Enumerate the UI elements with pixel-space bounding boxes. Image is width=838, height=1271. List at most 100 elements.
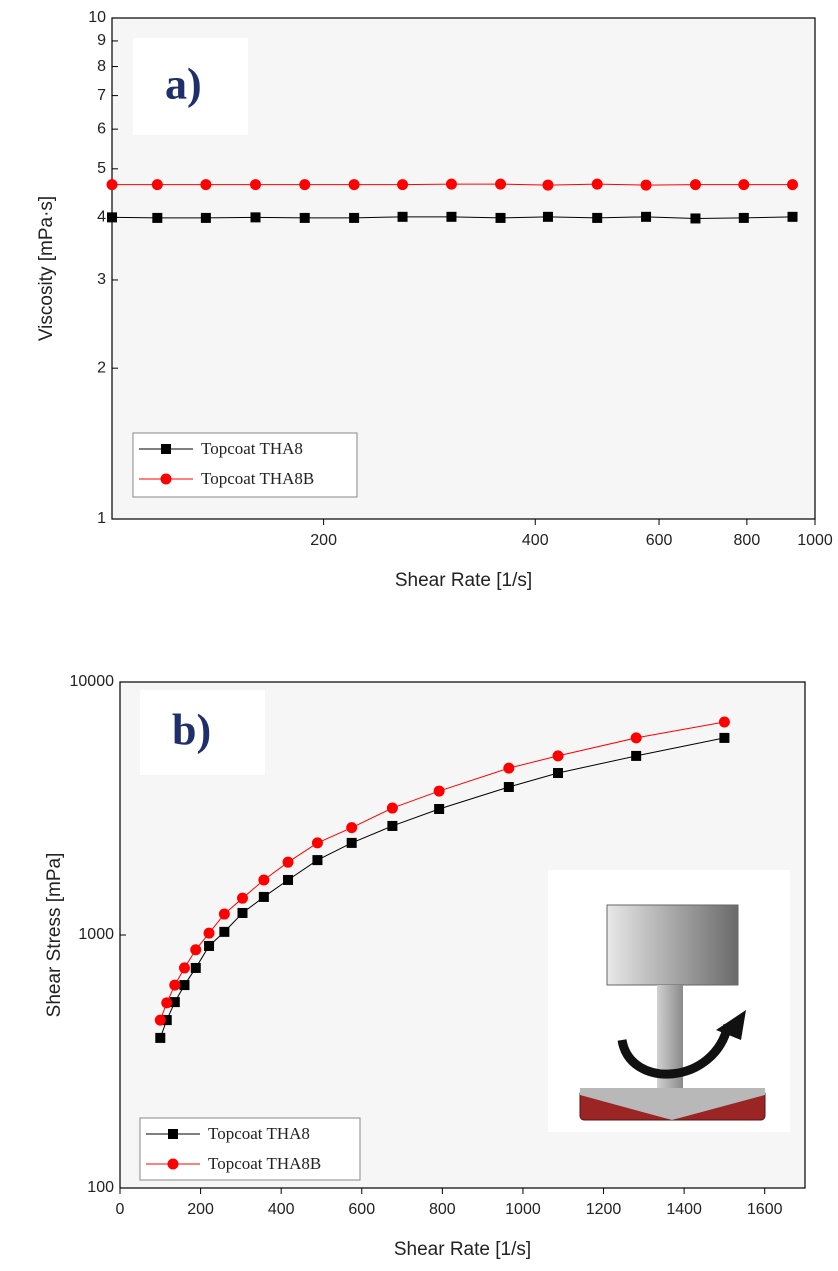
data-point	[503, 781, 514, 792]
data-point	[203, 927, 215, 939]
legend-marker	[167, 1158, 179, 1170]
y-axis-title: Viscosity [mPa·s]	[36, 196, 57, 341]
data-point	[236, 892, 248, 904]
data-point	[106, 179, 118, 191]
data-point	[299, 179, 311, 191]
x-tick-label: 600	[646, 532, 673, 549]
plot-content	[106, 178, 799, 224]
data-point	[346, 822, 358, 834]
data-point	[591, 178, 603, 190]
y-tick-label: 4	[97, 209, 106, 226]
data-point	[312, 855, 323, 866]
y-tick-label: 3	[97, 271, 106, 288]
data-point	[787, 179, 799, 191]
data-point	[154, 1014, 166, 1026]
x-tick-label: 1400	[666, 1201, 702, 1218]
x-tick-label: 1000	[797, 532, 833, 549]
legend-marker	[161, 444, 171, 454]
data-point	[204, 940, 215, 951]
data-point	[161, 997, 173, 1009]
legend-box	[132, 432, 358, 498]
data-point	[738, 212, 749, 223]
x-axis-title: Shear Rate [1/s]	[395, 570, 532, 591]
legend-box	[139, 1117, 361, 1181]
y-tick-label: 8	[97, 58, 106, 75]
x-tick-label: 400	[522, 532, 549, 549]
x-tick-label: 600	[348, 1201, 375, 1218]
data-point	[237, 907, 248, 918]
data-point	[641, 211, 652, 222]
x-tick-label: 1200	[586, 1201, 622, 1218]
data-point	[179, 980, 190, 991]
data-point	[151, 179, 163, 191]
data-point	[397, 211, 408, 222]
data-point	[200, 212, 211, 223]
panel-label-box	[133, 38, 248, 135]
x-tick-label: 800	[734, 532, 761, 549]
legend-label: Topcoat THA8B	[201, 469, 314, 488]
data-point	[503, 762, 515, 774]
data-point	[283, 874, 294, 885]
data-point	[282, 856, 294, 868]
legend-marker	[160, 473, 172, 485]
data-point	[434, 803, 445, 814]
data-point	[542, 179, 554, 191]
data-point	[718, 716, 730, 728]
panel-label: a)	[165, 60, 202, 109]
panel-label-box	[140, 690, 265, 775]
y-tick-label: 6	[97, 120, 106, 137]
data-point	[495, 212, 506, 223]
data-point	[387, 820, 398, 831]
data-point	[592, 212, 603, 223]
legend-label: Topcoat THA8	[208, 1124, 310, 1143]
data-point	[169, 979, 181, 991]
data-point	[552, 750, 564, 762]
y-tick-label: 10000	[70, 673, 115, 690]
y-tick-label: 1000	[78, 926, 114, 943]
data-point	[178, 962, 190, 974]
data-point	[495, 178, 507, 190]
data-point	[719, 732, 730, 743]
rheometer-inset	[548, 870, 790, 1132]
y-tick-label: 9	[97, 32, 106, 49]
legend-label: Topcoat THA8B	[208, 1154, 321, 1173]
y-tick-label: 7	[97, 87, 106, 104]
data-point	[250, 212, 261, 223]
data-point	[219, 926, 230, 937]
data-point	[161, 1015, 172, 1026]
data-point	[348, 179, 360, 191]
legend-label: Topcoat THA8	[201, 439, 303, 458]
data-point	[190, 944, 202, 956]
y-tick-label: 2	[97, 359, 106, 376]
data-point	[152, 212, 163, 223]
data-point	[200, 179, 212, 191]
data-point	[249, 179, 261, 191]
y-tick-label: 1	[97, 510, 106, 527]
data-point	[552, 768, 563, 779]
data-point	[446, 211, 457, 222]
x-tick-label: 0	[116, 1201, 125, 1218]
x-tick-label: 400	[268, 1201, 295, 1218]
y-tick-label: 100	[87, 1179, 114, 1196]
data-point	[346, 837, 357, 848]
data-point	[640, 179, 652, 191]
data-point	[386, 802, 398, 814]
data-point	[218, 908, 230, 920]
data-point	[787, 211, 798, 222]
plot-content	[154, 716, 730, 1043]
data-point	[155, 1032, 166, 1043]
data-point	[631, 750, 642, 761]
data-point	[630, 732, 642, 744]
data-point	[311, 837, 323, 849]
data-point	[349, 212, 360, 223]
x-tick-label: 1000	[505, 1201, 541, 1218]
data-point	[169, 997, 180, 1008]
legend-marker	[168, 1129, 178, 1139]
data-point	[445, 178, 457, 190]
x-tick-label: 200	[187, 1201, 214, 1218]
x-tick-label: 800	[429, 1201, 456, 1218]
data-point	[738, 179, 750, 191]
data-point	[689, 179, 701, 191]
data-point	[299, 212, 310, 223]
